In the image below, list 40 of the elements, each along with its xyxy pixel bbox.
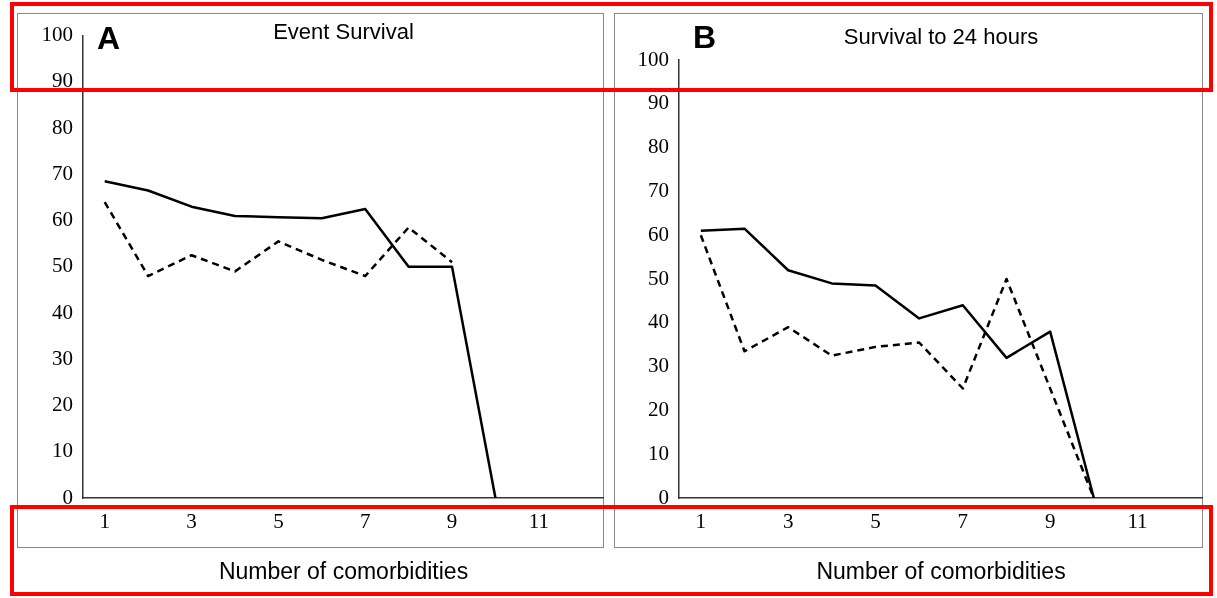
annotation: A: [97, 19, 121, 56]
x-tick-label: 3: [782, 509, 794, 534]
y-tick-label: 90: [52, 68, 73, 93]
y-tick-label: 20: [52, 392, 73, 417]
x-tick-label: 5: [273, 509, 284, 534]
x-tick-label: 9: [1044, 509, 1056, 534]
x-tick-label: 7: [957, 509, 969, 534]
y-tick-label: 70: [648, 177, 669, 202]
y-tick-label: 60: [52, 207, 73, 232]
y-tick-label: 0: [658, 484, 669, 509]
y-tick-label: 20: [648, 396, 669, 421]
y-tick-label: 60: [648, 221, 669, 246]
y-tick-label: 80: [648, 134, 669, 159]
x-axis-title: Number of comorbidities: [816, 557, 1066, 584]
y-tick-label: 100: [637, 46, 669, 71]
y-tick-label: 10: [648, 440, 669, 465]
x-tick-label: 7: [359, 509, 371, 534]
y-tick-label: 50: [648, 265, 669, 290]
y-tick-label: 50: [52, 253, 73, 278]
y-tick-label: 80: [52, 114, 73, 139]
y-tick-label: 30: [52, 345, 73, 370]
chart-title: Survival to 24 hours: [843, 24, 1039, 50]
x-tick-label: 1: [695, 509, 707, 534]
y-tick-label: 100: [41, 22, 73, 47]
x-tick-label: 11: [1127, 509, 1148, 534]
y-tick-label: 10: [52, 438, 73, 463]
x-tick-label: 3: [186, 509, 197, 534]
text: B: [693, 18, 717, 55]
x-tick-label: 5: [870, 509, 881, 534]
y-tick-label: 90: [648, 90, 669, 115]
y-tick-label: 40: [648, 309, 669, 334]
y-tick-label: 40: [52, 299, 73, 324]
y-tick-label: 30: [648, 353, 669, 378]
x-tick-label: 11: [528, 509, 549, 534]
x-tick-label: 1: [99, 509, 110, 534]
x-tick-label: 9: [446, 509, 458, 534]
y-tick-label: 70: [52, 160, 73, 185]
x-axis-title: Number of comorbidities: [218, 557, 469, 584]
y-tick-label: 0: [62, 484, 73, 509]
chart-title: Event Survival: [273, 19, 414, 45]
